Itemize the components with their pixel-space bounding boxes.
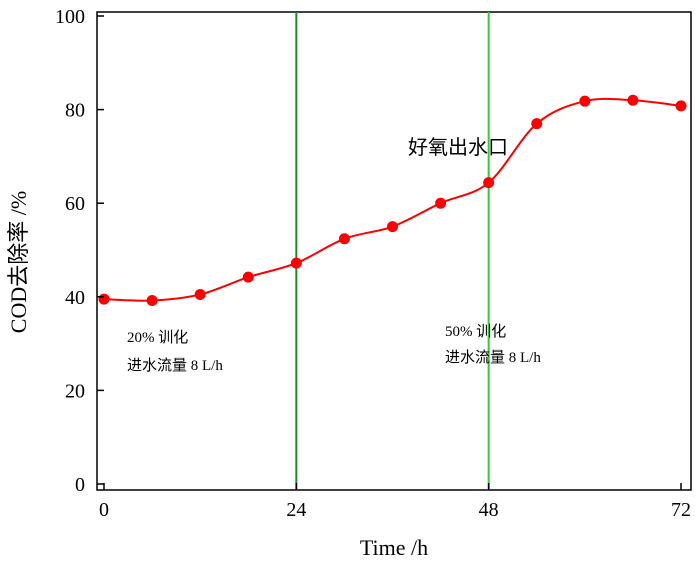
data-point [435, 197, 447, 209]
data-point [387, 221, 398, 233]
y-axis-label: COD去除率 /% [6, 191, 31, 333]
data-point [290, 257, 302, 269]
data-point [531, 118, 543, 130]
y-tick-label: 80 [65, 100, 85, 122]
x-tick-label: 0 [99, 499, 109, 521]
series-line-1 [103, 97, 682, 302]
phase2-annotation-line2: 进水流量 8 L/h [445, 349, 541, 366]
data-point [483, 177, 495, 189]
y-tick-label: 20 [65, 380, 85, 402]
y-tick-label: 100 [55, 6, 85, 28]
data-point [338, 233, 350, 245]
y-tick-label: 40 [65, 287, 85, 309]
data-point [675, 100, 687, 112]
data-point [98, 293, 110, 305]
x-tick-label: 48 [479, 499, 499, 521]
outlet-annotation: 好氧出水口 [408, 136, 508, 159]
data-point [579, 95, 591, 107]
plot-frame [96, 11, 692, 491]
x-tick-label: 72 [671, 499, 691, 521]
series-group [98, 94, 687, 307]
y-tick-label: 60 [65, 193, 85, 215]
phase1-annotation-line1: 20% 训化 [127, 329, 188, 346]
data-point [627, 94, 639, 106]
y-tick-label: 0 [75, 474, 85, 496]
axis-ticks: 0 20 40 60 80 100 0 24 48 72 [55, 6, 691, 521]
data-point [194, 288, 206, 300]
data-point [146, 295, 158, 307]
x-axis-label: Time /h [360, 535, 428, 560]
x-tick-label: 24 [286, 499, 306, 521]
phase1-annotation-line2: 进水流量 8 L/h [127, 357, 223, 374]
phase-divider-lines [295, 12, 490, 490]
data-point [242, 271, 254, 283]
phase2-annotation-line1: 50% 训化 [445, 323, 506, 340]
